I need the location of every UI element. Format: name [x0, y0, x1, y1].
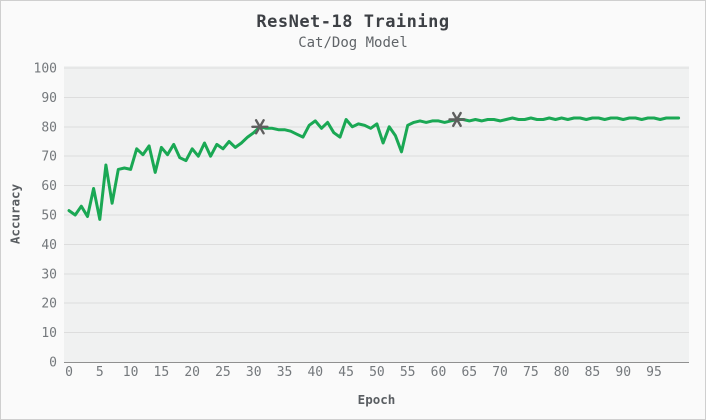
x-tick-label: 80 — [554, 365, 570, 380]
plot-area — [64, 66, 689, 362]
y-tick-label: 80 — [41, 120, 57, 135]
y-tick-label: 60 — [41, 179, 57, 194]
y-tick-label: 100 — [34, 62, 57, 77]
x-tick-label: 5 — [96, 365, 104, 380]
x-tick-label: 90 — [615, 365, 631, 380]
y-tick-label: 40 — [41, 238, 57, 253]
y-tick-label: 90 — [41, 91, 57, 106]
x-tick-label: 50 — [369, 365, 385, 380]
asterisk-marker — [254, 119, 265, 135]
x-tick-label: 40 — [307, 365, 323, 380]
accuracy-line — [67, 116, 681, 221]
y-tick-label: 20 — [41, 297, 57, 312]
x-tick-label: 65 — [461, 365, 477, 380]
x-tick-label: 95 — [646, 365, 662, 380]
x-tick-label: 0 — [65, 365, 73, 380]
x-tick-label: 55 — [400, 365, 416, 380]
y-tick-label: 0 — [49, 356, 57, 371]
y-axis-title: Accuracy — [7, 183, 23, 245]
x-tick-label: 15 — [154, 365, 170, 380]
y-tick-label: 30 — [41, 267, 57, 282]
y-tick-label: 10 — [41, 326, 57, 341]
chart-title: ResNet-18 Training — [256, 12, 450, 32]
x-tick-label: 60 — [431, 365, 447, 380]
asterisk-marker — [452, 111, 462, 128]
x-axis-title: Epoch — [357, 392, 396, 407]
x-tick-label: 25 — [215, 365, 231, 380]
x-tick-label: 35 — [277, 365, 293, 380]
x-tick-label: 20 — [184, 365, 200, 380]
x-tick-label: 10 — [123, 365, 139, 380]
chart-subtitle: Cat/Dog Model — [298, 35, 408, 51]
x-tick-label: 75 — [523, 365, 539, 380]
x-tick-label: 30 — [246, 365, 262, 380]
x-tick-label: 45 — [338, 365, 354, 380]
x-tick-label: 70 — [492, 365, 508, 380]
y-tick-label: 50 — [41, 209, 57, 224]
y-tick-label: 70 — [41, 150, 57, 165]
x-tick-label: 85 — [585, 365, 601, 380]
